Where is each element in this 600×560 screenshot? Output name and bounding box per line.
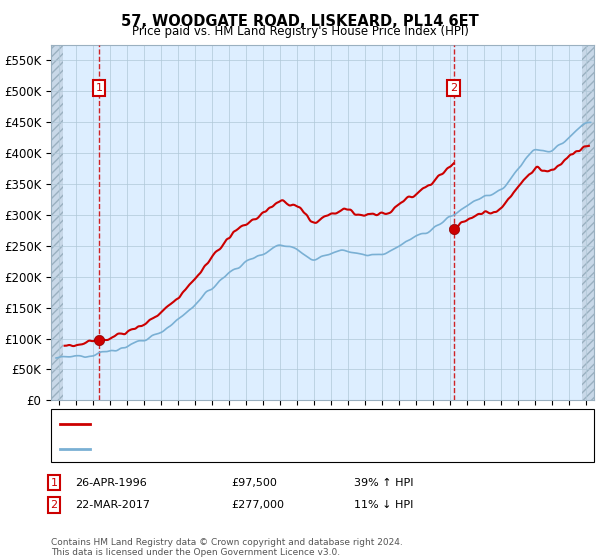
Text: Contains HM Land Registry data © Crown copyright and database right 2024.
This d: Contains HM Land Registry data © Crown c…: [51, 538, 403, 557]
Text: HPI: Average price, detached house, Cornwall: HPI: Average price, detached house, Corn…: [96, 444, 350, 454]
Text: 11% ↓ HPI: 11% ↓ HPI: [354, 500, 413, 510]
Text: 2: 2: [50, 500, 58, 510]
Text: 2: 2: [450, 83, 457, 93]
Bar: [582, 45, 594, 400]
Text: 1: 1: [95, 83, 103, 93]
Bar: [51, 45, 63, 400]
Text: 39% ↑ HPI: 39% ↑ HPI: [354, 478, 413, 488]
Text: 57, WOODGATE ROAD, LISKEARD, PL14 6ET: 57, WOODGATE ROAD, LISKEARD, PL14 6ET: [121, 14, 479, 29]
Text: Price paid vs. HM Land Registry's House Price Index (HPI): Price paid vs. HM Land Registry's House …: [131, 25, 469, 38]
Point: [94, 335, 104, 344]
Text: 26-APR-1996: 26-APR-1996: [75, 478, 147, 488]
Text: £97,500: £97,500: [231, 478, 277, 488]
Text: 57, WOODGATE ROAD, LISKEARD, PL14 6ET (detached house): 57, WOODGATE ROAD, LISKEARD, PL14 6ET (d…: [96, 419, 441, 429]
Text: 22-MAR-2017: 22-MAR-2017: [75, 500, 150, 510]
Text: 1: 1: [50, 478, 58, 488]
Point: [449, 225, 458, 234]
Text: £277,000: £277,000: [231, 500, 284, 510]
